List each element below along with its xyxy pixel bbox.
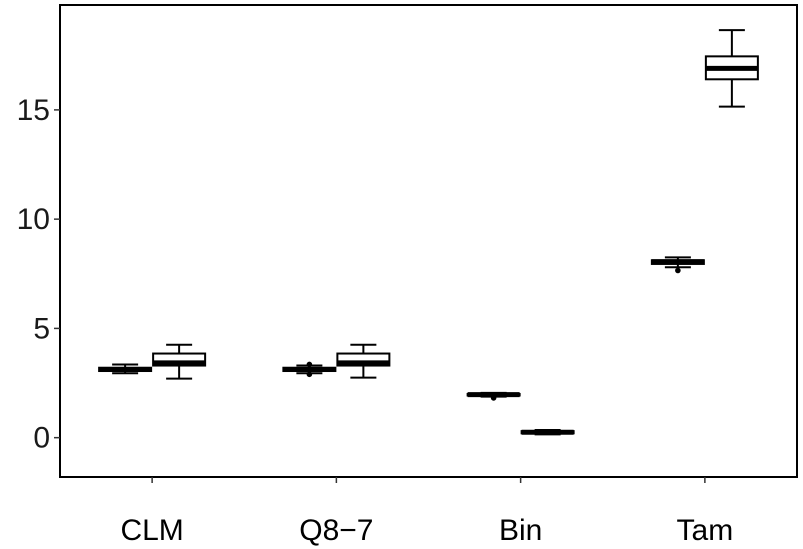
box-plot-item: [704, 29, 759, 108]
box-series: [98, 29, 759, 436]
y-tick-label: 0: [33, 422, 50, 455]
y-tick-label: 5: [33, 312, 50, 345]
x-tick-label: CLM: [120, 514, 183, 547]
y-tick-label: 15: [17, 94, 50, 127]
outlier-point: [306, 361, 313, 368]
plot-panel: [59, 4, 798, 478]
box-plot-item: [98, 363, 153, 375]
box-plot-item: [466, 391, 521, 401]
outlier-point: [675, 267, 681, 274]
x-tick-label: Tam: [677, 514, 734, 547]
box-plot-item: [520, 429, 575, 436]
x-tick-label: Bin: [499, 514, 542, 547]
y-axis: 0 5 10 15: [17, 94, 60, 455]
box-plot-item: [152, 343, 207, 380]
box-plot-item: [650, 256, 705, 274]
box-plot-item: [336, 343, 391, 379]
x-tick-label: Q8−7: [299, 514, 373, 547]
y-tick-label: 10: [17, 203, 50, 236]
outlier-point: [490, 395, 497, 401]
box-plot-item: [282, 361, 337, 378]
x-axis: CLM Q8−7 Bin Tam: [120, 477, 733, 547]
outlier-point: [306, 371, 313, 378]
